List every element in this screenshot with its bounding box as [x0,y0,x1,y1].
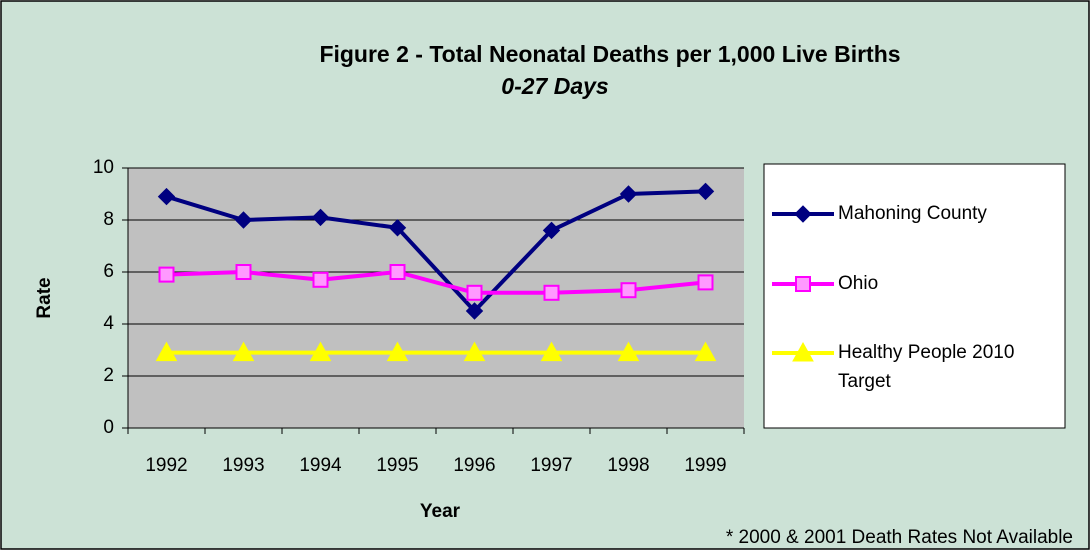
chart-title: Figure 2 - Total Neonatal Deaths per 1,0… [319,41,900,67]
marker [795,276,811,292]
marker [794,205,812,223]
legend-label: Mahoning County [838,203,987,224]
x-tick-label: 1995 [376,455,418,476]
x-axis-label: Year [420,501,461,522]
x-tick-label: 1997 [530,455,572,476]
marker [543,284,560,301]
marker [155,341,178,362]
y-tick-label: 8 [103,209,114,230]
x-tick-label: 1998 [607,455,649,476]
plot-area [128,168,744,428]
x-tick-label: 1996 [453,455,495,476]
marker [312,271,329,288]
x-tick-label: 1994 [299,455,342,476]
legend-label: Healthy People 2010 Target [838,342,1015,392]
marker [694,341,717,362]
marker [386,341,409,362]
legend-entry: Healthy People 2010 Target [838,342,1015,392]
marker [620,282,637,299]
marker [465,302,484,320]
marker [388,219,407,237]
legend-entry: Ohio [838,273,879,294]
y-tick-label: 4 [103,313,114,334]
y-tick-label: 10 [93,157,114,178]
x-tick-label: 1993 [222,455,264,476]
series-line [165,189,706,313]
marker [309,341,332,362]
marker [463,341,486,362]
legend-entry: Mahoning County [838,203,987,224]
footnote: * 2000 & 2001 Death Rates Not Available [726,527,1073,548]
marker [619,185,638,203]
marker [389,264,406,280]
marker [311,208,330,227]
marker [235,264,252,280]
y-tick-label: 0 [103,417,114,438]
y-tick-label: 2 [103,365,114,386]
marker [232,341,255,362]
marker [540,341,563,362]
marker [158,266,175,283]
x-tick-label: 1999 [684,455,726,476]
series-line [166,270,706,295]
x-tick-label: 1992 [145,455,187,476]
marker [466,284,483,301]
marker [696,182,715,201]
marker [617,341,640,362]
marker [542,221,561,240]
marker [792,341,814,362]
legend [763,163,1066,429]
chart-subtitle: 0-27 Days [501,73,608,99]
y-tick-label: 6 [103,261,114,282]
legend-label: Ohio [838,273,879,294]
marker [157,187,176,206]
y-axis-label: Rate [34,277,55,318]
marker [234,211,253,229]
marker [697,274,714,291]
